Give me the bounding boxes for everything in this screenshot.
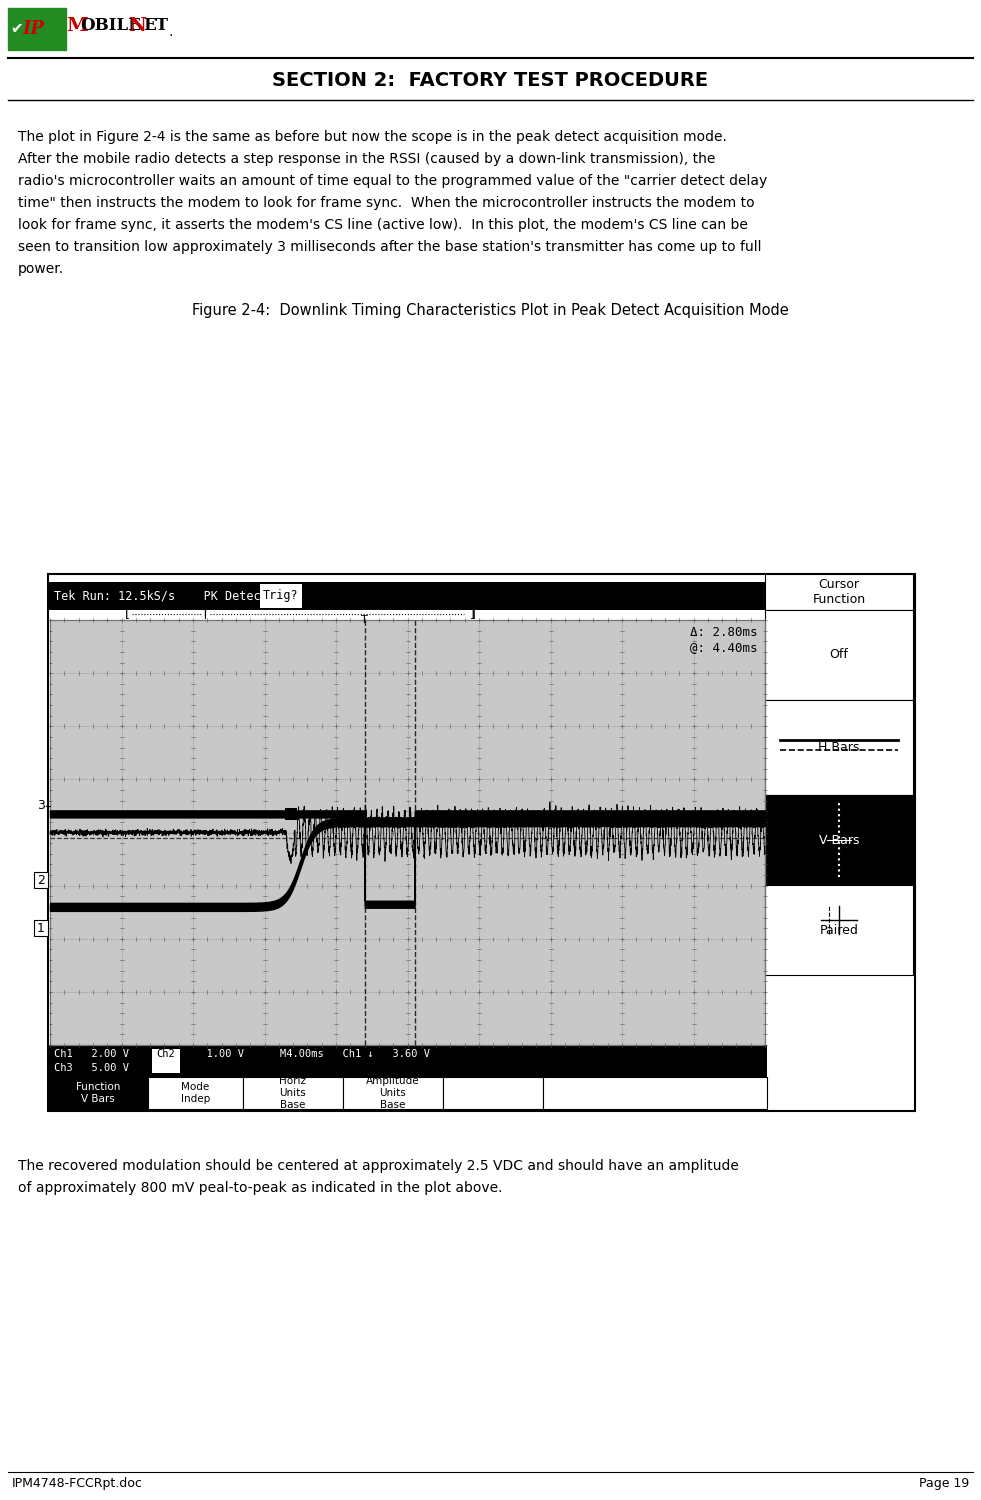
Text: Off: Off [830,648,849,662]
Text: After the mobile radio detects a step response in the RSSI (caused by a down-lin: After the mobile radio detects a step re… [18,152,715,166]
Text: Horiz
Units
Base: Horiz Units Base [280,1077,306,1110]
Text: Paired: Paired [819,924,858,936]
Bar [543,1077,767,1108]
Text: SECTION 2:  FACTORY TEST PROCEDURE: SECTION 2: FACTORY TEST PROCEDURE [273,70,708,90]
Text: Cursor
Function: Cursor Function [812,578,865,606]
Bar [148,1077,243,1108]
Text: Ch2: Ch2 [157,1048,176,1059]
Text: Ch3   5.00 V: Ch3 5.00 V [54,1064,129,1072]
Bar [443,1077,543,1108]
Bar [48,582,767,610]
Text: seen to transition low approximately 3 milliseconds after the base station's tra: seen to transition low approximately 3 m… [18,240,761,254]
Text: radio's microcontroller waits an amount of time equal to the programmed value of: radio's microcontroller waits an amount … [18,174,767,188]
Text: 1: 1 [37,921,45,934]
Bar [152,1048,180,1072]
Bar [243,1077,343,1108]
Text: M: M [66,16,87,34]
Text: N: N [128,16,146,34]
Text: look for frame sync, it asserts the modem's CS line (active low).  In this plot,: look for frame sync, it asserts the mode… [18,217,748,232]
Bar [48,1077,148,1108]
Text: V Bars: V Bars [819,834,859,846]
Text: 2: 2 [36,874,45,886]
Bar [8,8,66,50]
Bar [765,885,913,975]
Text: @: 4.40ms: @: 4.40ms [690,642,757,654]
Text: Tek Run: 12.5kS/s    PK Detect: Tek Run: 12.5kS/s PK Detect [54,590,275,603]
Text: IP: IP [22,20,44,38]
Text: The plot in Figure 2-4 is the same as before but now the scope is in the peak de: The plot in Figure 2-4 is the same as be… [18,130,727,144]
Text: T: T [361,615,368,626]
Text: ]: ] [471,608,476,621]
Text: Δ: 2.80ms: Δ: 2.80ms [690,626,757,639]
Text: ET: ET [143,18,168,34]
Text: OBILE: OBILE [80,18,141,34]
Text: Ch1   2.00 V: Ch1 2.00 V [54,1048,129,1059]
Bar [343,1077,443,1108]
Text: ✔: ✔ [10,21,23,36]
Text: power.: power. [18,262,64,276]
Bar [765,700,913,795]
Text: Trig?: Trig? [263,590,299,603]
Bar [50,620,765,1046]
Text: H Bars: H Bars [818,741,859,754]
Text: The recovered modulation should be centered at approximately 2.5 VDC and should : The recovered modulation should be cente… [18,1160,739,1173]
Bar [48,574,915,1112]
Text: Mode
Indep: Mode Indep [181,1082,210,1104]
Text: IPM4748-FCCRpt.doc: IPM4748-FCCRpt.doc [12,1478,143,1491]
Bar [285,808,297,820]
Text: 2: 2 [37,874,45,886]
Text: M4.00ms   Ch1 ↓   3.60 V: M4.00ms Ch1 ↓ 3.60 V [280,1048,430,1059]
Text: Amplitude
Units
Base: Amplitude Units Base [366,1077,420,1110]
Bar [34,920,48,936]
Bar [765,574,913,610]
Bar [260,584,302,608]
Text: 3: 3 [37,800,45,813]
Text: [: [ [125,608,130,621]
Bar [34,873,48,888]
Text: Function
V Bars: Function V Bars [76,1082,121,1104]
Text: time" then instructs the modem to look for frame sync.  When the microcontroller: time" then instructs the modem to look f… [18,196,754,210]
Text: 1.00 V: 1.00 V [194,1048,244,1059]
Text: .: . [168,26,173,39]
Text: ]: ] [470,608,475,621]
Text: Page 19: Page 19 [919,1478,969,1491]
Bar [765,610,913,701]
Text: of approximately 800 mV peal-to-peak as indicated in the plot above.: of approximately 800 mV peal-to-peak as … [18,1180,502,1196]
Text: T: T [202,609,208,619]
Bar [765,795,913,885]
Text: Figure 2-4:  Downlink Timing Characteristics Plot in Peak Detect Acquisition Mod: Figure 2-4: Downlink Timing Characterist… [192,303,789,318]
Bar [48,1046,767,1077]
